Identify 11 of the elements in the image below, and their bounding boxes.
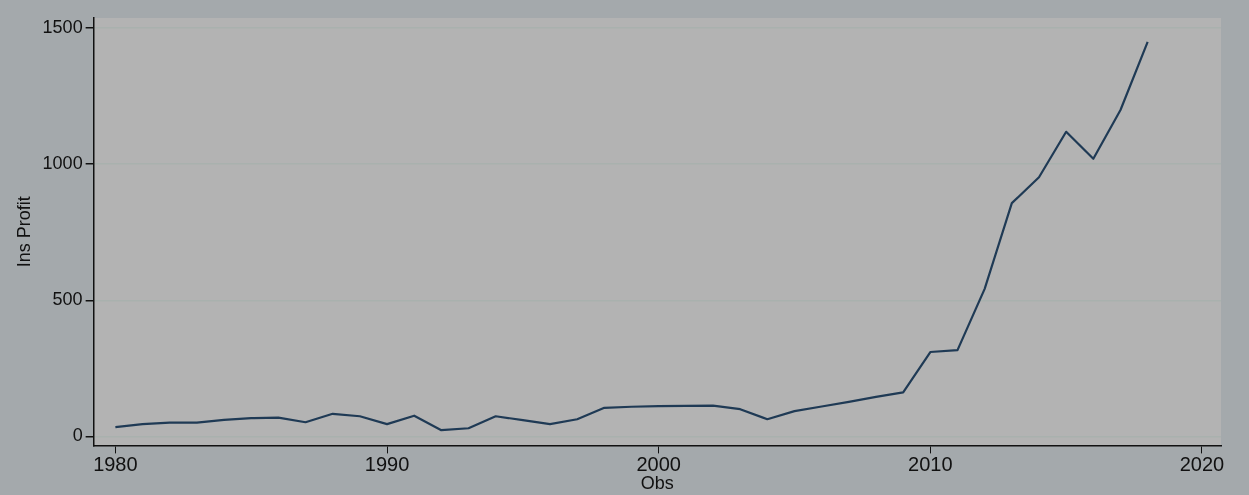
y-tick-label: 1000	[42, 153, 83, 174]
y-tick-label: 1500	[42, 17, 83, 38]
x-tick-label: 1990	[364, 452, 410, 475]
x-tick-label: 2000	[636, 452, 681, 475]
x-axis-title: Obs	[640, 473, 674, 494]
y-tick-label: 500	[52, 289, 83, 310]
x-tick-label: 2020	[1179, 452, 1225, 475]
x-tick-label: 2010	[908, 452, 953, 475]
y-axis-title: Ins Profit	[13, 196, 34, 268]
x-tick-label: 1980	[93, 452, 138, 475]
y-tick-label: 0	[72, 425, 83, 446]
